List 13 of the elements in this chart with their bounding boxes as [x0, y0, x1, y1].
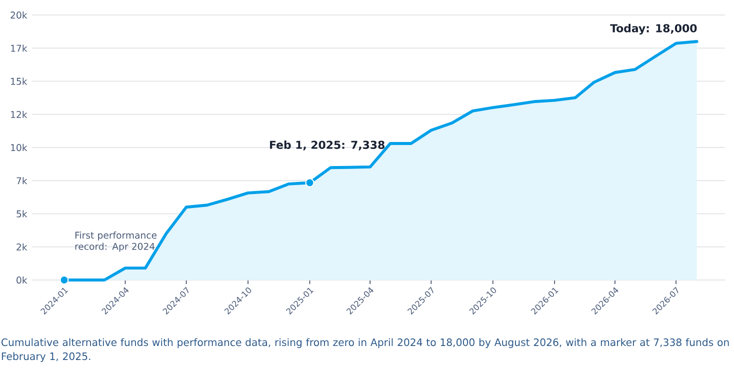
y-tick-label: 7k [16, 177, 28, 184]
y-tick-label: 20k [10, 11, 28, 19]
y-tick-label: 2k [16, 243, 28, 250]
annotation: First performance record: Apr 2024 [75, 232, 157, 252]
annotation: Today: 18,000 [610, 24, 697, 35]
y-tick-label: 5k [16, 210, 28, 218]
y-tick-label: 17k [11, 44, 28, 52]
annotation: Feb 1, 2025: 7,338 [270, 140, 384, 150]
text: Cumulative alternative funds with performance data, rising from zero in April 2024 to 18,000 by August 2026, with a marker at 7,338 funds on February 1, 2025. [2, 338, 729, 362]
y-tick-label: 15k [11, 78, 28, 85]
y-tick-label: 10k [11, 144, 28, 152]
y-tick-label: 0k [16, 276, 28, 284]
y-tick-label: 12k [11, 110, 28, 118]
